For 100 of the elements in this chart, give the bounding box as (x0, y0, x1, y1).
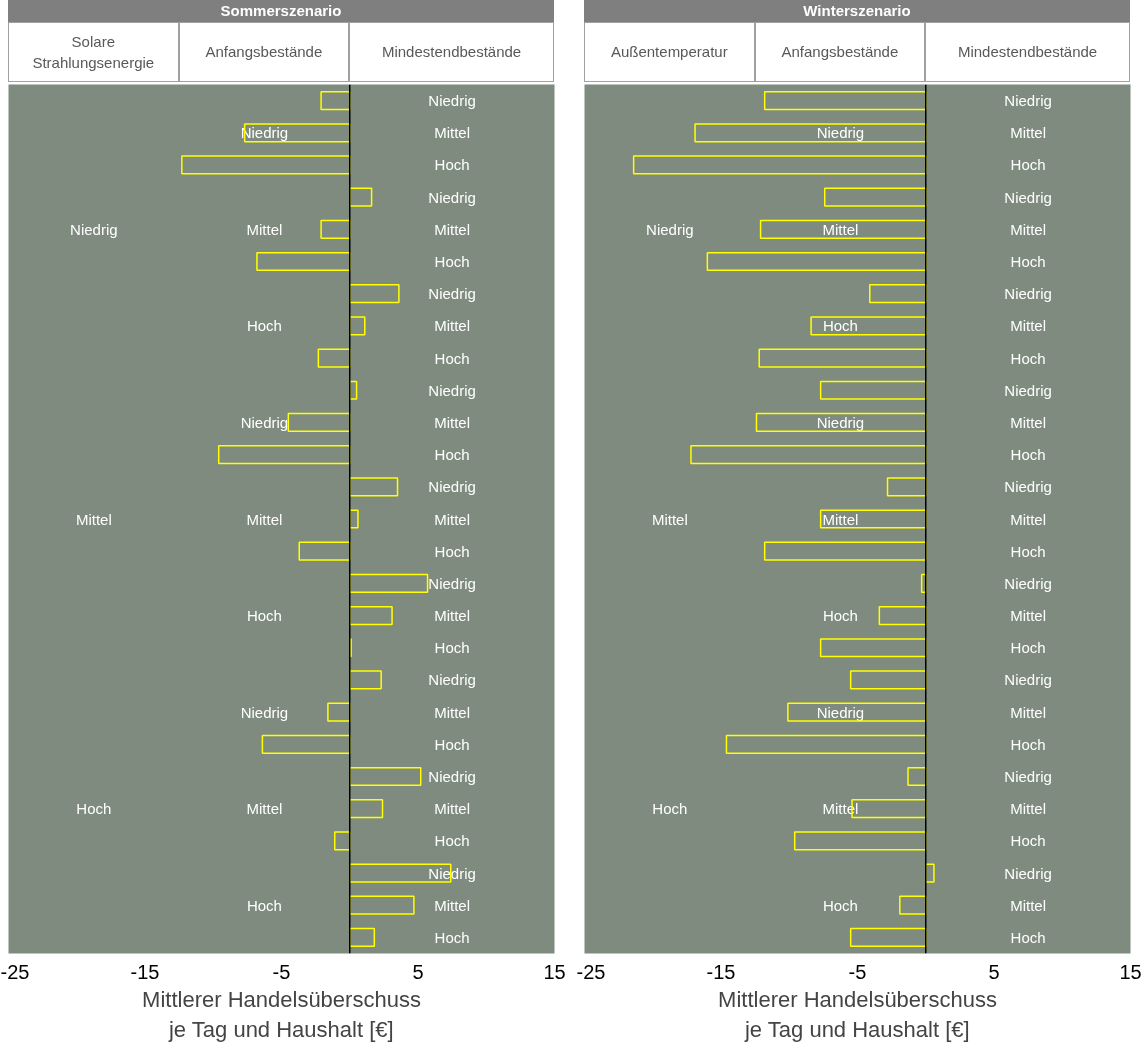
x-tick-label: 15 (1119, 960, 1142, 983)
x-tick-label: -15 (130, 960, 160, 983)
annotation: Hoch (246, 317, 282, 335)
x-axis-title: Mittlerer Handelsüberschuss je Tag und Haushalt [€] (718, 986, 997, 1042)
bar (349, 284, 400, 304)
category-label: Mittel (434, 896, 471, 914)
annotation: Niedrig (70, 220, 118, 238)
category-label: Hoch (434, 735, 470, 753)
x-tick-label: 5 (988, 960, 1000, 983)
bar (349, 766, 422, 787)
x-axis-title: Mittlerer Handelsüberschuss je Tag und Haushalt [€] (142, 986, 421, 1042)
category-label: Hoch (1010, 156, 1046, 174)
category-label: Hoch (434, 928, 470, 946)
annotation: Mittel (246, 510, 283, 528)
annotation: Hoch (76, 800, 112, 818)
bar (349, 477, 399, 497)
category-label: Mittel (434, 220, 471, 238)
annotation: Niedrig (816, 413, 865, 431)
annotation: Niedrig (240, 413, 289, 431)
category-label: Hoch (1010, 446, 1046, 464)
category-label: Niedrig (428, 767, 476, 785)
category-label: Niedrig (428, 478, 476, 496)
annotation: Hoch (822, 607, 858, 625)
category-label: Niedrig (1004, 285, 1052, 303)
bar (349, 638, 352, 658)
category-label: Niedrig (1004, 574, 1052, 592)
category-label: Hoch (434, 542, 470, 560)
chart-title: Winterszenario (584, 0, 1130, 22)
annotation: Hoch (822, 317, 858, 335)
bar (287, 412, 351, 433)
category-label: Hoch (1010, 928, 1046, 946)
category-label: Niedrig (1004, 381, 1052, 399)
category-label: Niedrig (1004, 864, 1052, 882)
x-tick-label: -15 (706, 960, 736, 983)
text: Anfangsbestände (178, 22, 350, 82)
annotation: Mittel (246, 800, 283, 818)
category-label: Hoch (434, 639, 470, 657)
category-label: Mittel (1010, 607, 1047, 625)
x-tick-label: -5 (272, 960, 291, 983)
bar (349, 895, 415, 915)
annotation: Hoch (246, 896, 282, 914)
category-label: Hoch (434, 832, 470, 850)
category-label: Mittel (1010, 510, 1047, 528)
category-label: Hoch (434, 446, 470, 464)
annotation: Hoch (822, 896, 858, 914)
text: Solare Strahlungsenergie (8, 22, 179, 82)
category-label: Hoch (434, 349, 470, 367)
category-label: Niedrig (428, 188, 476, 206)
category-label: Mittel (1010, 413, 1047, 431)
category-label: Hoch (1010, 253, 1046, 271)
category-label: Niedrig (1004, 188, 1052, 206)
category-label: Niedrig (428, 574, 476, 592)
category-label: Niedrig (1004, 767, 1052, 785)
annotation: Mittel (651, 510, 688, 528)
category-label: Mittel (1010, 124, 1047, 142)
annotation: Niedrig (816, 124, 865, 142)
text: Mindestendbestände (349, 22, 554, 82)
bar (256, 251, 351, 272)
annotation: Mittel (822, 510, 859, 528)
annotation: Hoch (246, 607, 282, 625)
text: Anfangsbestände (754, 22, 926, 82)
category-label: Mittel (434, 607, 471, 625)
annotation: Mittel (822, 220, 859, 238)
category-label: Mittel (1010, 703, 1047, 721)
category-label: Mittel (434, 413, 471, 431)
bar (217, 445, 351, 465)
x-tick-label: -5 (848, 960, 867, 983)
bar (349, 573, 429, 593)
category-label: Niedrig (428, 285, 476, 303)
category-label: Mittel (434, 124, 471, 142)
annotation: Mittel (75, 510, 112, 528)
annotation: Niedrig (646, 220, 694, 238)
bar (298, 541, 351, 561)
bar (261, 734, 351, 754)
category-label: Hoch (1010, 832, 1046, 850)
annotation: Niedrig (240, 703, 289, 721)
category-label: Mittel (434, 510, 471, 528)
x-tick-label: 5 (412, 960, 424, 983)
category-label: Mittel (1010, 220, 1047, 238)
category-label: Niedrig (428, 381, 476, 399)
category-label: Mittel (1010, 317, 1047, 335)
category-label: Hoch (1010, 639, 1046, 657)
annotation: Mittel (246, 220, 283, 238)
category-label: Mittel (1010, 800, 1047, 818)
category-label: Niedrig (1004, 478, 1052, 496)
category-label: Mittel (1010, 896, 1047, 914)
bar (181, 155, 351, 175)
category-label: Hoch (434, 156, 470, 174)
x-tick-label: -25 (0, 960, 30, 983)
chart-title: Sommerszenario (8, 0, 554, 22)
annotation: Hoch (652, 800, 688, 818)
category-label: Niedrig (428, 92, 476, 110)
text: Mindestendbestände (925, 22, 1130, 82)
category-label: Niedrig (1004, 671, 1052, 689)
x-tick-label: -25 (576, 960, 606, 983)
annotation: Niedrig (816, 703, 865, 721)
category-label: Mittel (434, 317, 471, 335)
x-tick-label: 15 (543, 960, 566, 983)
category-label: Hoch (434, 253, 470, 271)
category-label: Niedrig (1004, 92, 1052, 110)
